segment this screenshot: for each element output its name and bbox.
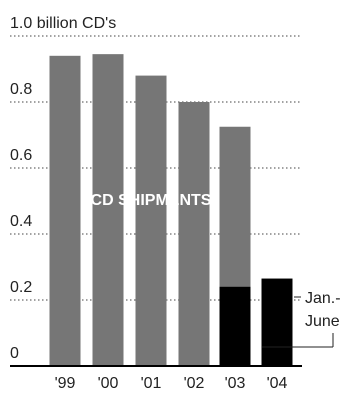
y-tick-label-0: 0 <box>10 345 19 362</box>
bar-2 <box>135 75 167 366</box>
bar-3 <box>178 102 210 366</box>
y-tick-label-2: 0.4 <box>10 213 32 230</box>
note-jan-june-line-2: June <box>305 313 340 330</box>
bar-0 <box>49 55 81 367</box>
y-tick-label-4: 0.8 <box>10 81 32 98</box>
x-tick-label-4: '03 <box>225 375 246 392</box>
note-jan-june-line-1: Jan.- <box>305 290 341 307</box>
y-tick-label-3: 0.6 <box>10 147 32 164</box>
series-label: CD SHIPMENTS <box>91 192 212 209</box>
x-tick-label-2: '01 <box>141 375 162 392</box>
x-tick-label-3: '02 <box>184 375 205 392</box>
x-tick-label-0: '99 <box>55 375 76 392</box>
bar-overlay-4 <box>219 286 251 366</box>
x-tick-label-5: '04 <box>267 375 288 392</box>
bar-5 <box>261 278 293 366</box>
y-tick-label-5: 1.0 billion CD's <box>10 15 116 32</box>
x-tick-label-1: '00 <box>98 375 119 392</box>
bar-1 <box>92 54 124 367</box>
y-tick-label-1: 0.2 <box>10 279 32 296</box>
